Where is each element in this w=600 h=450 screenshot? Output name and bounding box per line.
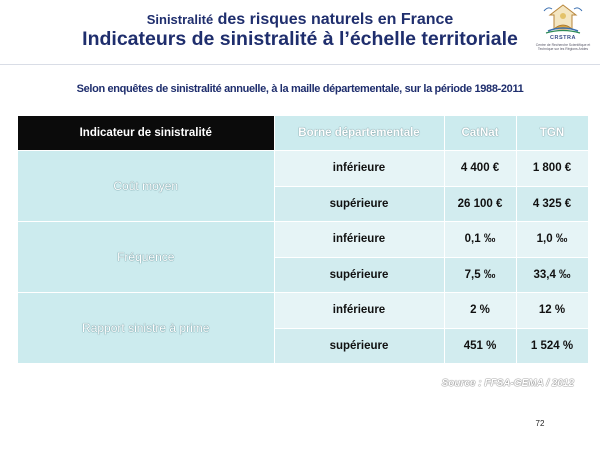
slide-title-line-2: Indicateurs de sinistralité à l’échelle … [82,28,518,50]
tgn-cell: 33,4 ‰ [516,256,589,293]
catnat-cell: 0,1 ‰ [444,221,517,257]
crstra-logo: CRSTRA Centre de Recherche Scientifique … [530,3,596,63]
title-rest: des risques naturels en France [213,11,454,28]
header-tgn: TGN [516,116,589,151]
logo-emblem-icon [543,4,583,34]
group-label-rapport-sinistre-prime: Rapport sinistre à prime [18,292,275,363]
slide-header: Sinistralité des risques naturels en Fra… [0,0,600,64]
header-borne: Borne départementale [274,116,445,151]
page-number: 72 [535,419,545,428]
catnat-cell: 26 100 € [444,185,517,222]
group-label-cout-moyen: Coût moyen [18,150,275,222]
slide-title-line-1: Sinistralité des risques naturels en Fra… [0,11,600,29]
table-row: Fréquence inférieure 0,1 ‰ 1,0 ‰ [18,221,589,293]
tgn-cell: 4 325 € [516,185,589,222]
slide-subtitle: Selon enquêtes de sinistralité annuelle,… [76,83,524,95]
catnat-cell: 4 400 € [444,150,517,186]
table-header-row: Indicateur de sinistralité Borne départe… [18,116,589,151]
header-indicateur: Indicateur de sinistralité [18,116,275,151]
table-row: supérieure 26 100 € 4 325 € [18,185,589,222]
tgn-cell: 1 524 % [516,327,589,363]
table-row: supérieure 7,5 ‰ 33,4 ‰ [18,256,589,293]
table-row: Rapport sinistre à prime inférieure 2 % … [18,292,589,363]
source-note: Source : FFSA-GEMA / 2012 [441,378,574,389]
title-prefix: Sinistralité [146,12,214,27]
tgn-cell: 12 % [516,292,589,328]
borne-cell: supérieure [274,185,445,222]
table-row: Coût moyen inférieure 4 400 € 1 800 € [18,150,589,222]
borne-cell: supérieure [274,256,445,293]
borne-cell: supérieure [274,327,445,363]
header-divider [0,64,600,65]
header-catnat: CatNat [444,116,517,151]
catnat-cell: 7,5 ‰ [444,256,517,293]
group-label-frequence: Fréquence [18,221,275,293]
borne-cell: inférieure [274,150,445,186]
tgn-cell: 1 800 € [516,150,589,186]
indicators-table: Indicateur de sinistralité Borne départe… [18,116,589,363]
tgn-cell: 1,0 ‰ [516,221,589,257]
table-row: supérieure 451 % 1 524 % [18,327,589,363]
logo-name: CRSTRA [550,35,576,41]
borne-cell: inférieure [274,221,445,257]
logo-tagline: Centre de Recherche Scientifique et Tech… [535,43,591,51]
borne-cell: inférieure [274,292,445,328]
catnat-cell: 2 % [444,292,517,328]
catnat-cell: 451 % [444,327,517,363]
